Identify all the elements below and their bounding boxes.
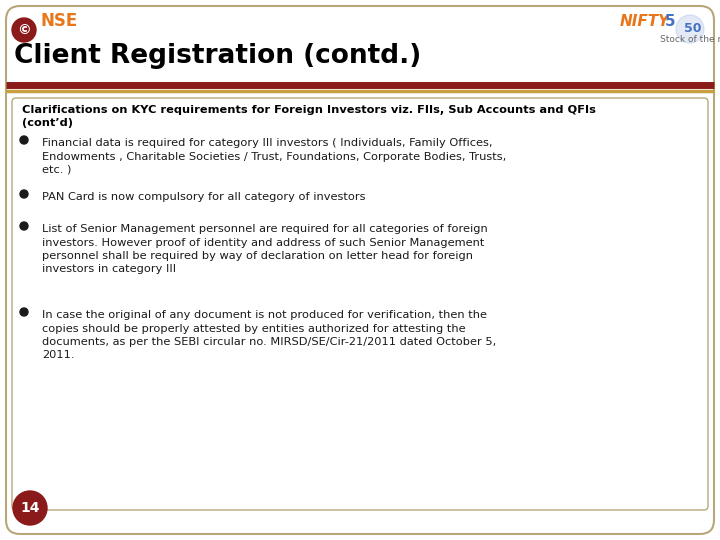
Text: Stock of the nation: Stock of the nation [660, 36, 720, 44]
Text: Client Registration (contd.): Client Registration (contd.) [14, 43, 421, 69]
Text: investors. However proof of identity and address of such Senior Management: investors. However proof of identity and… [42, 238, 485, 247]
Circle shape [676, 15, 704, 43]
FancyBboxPatch shape [6, 6, 714, 534]
Circle shape [13, 491, 47, 525]
Text: In case the original of any document is not produced for verification, then the: In case the original of any document is … [42, 310, 487, 320]
Circle shape [20, 308, 28, 316]
Text: documents, as per the SEBI circular no. MIRSD/SE/Cir-21/2011 dated October 5,: documents, as per the SEBI circular no. … [42, 337, 496, 347]
Circle shape [20, 136, 28, 144]
Circle shape [12, 18, 36, 42]
Text: (cont’d): (cont’d) [22, 118, 73, 128]
Text: NSE: NSE [40, 12, 77, 30]
Text: etc. ): etc. ) [42, 165, 71, 175]
Text: Clarifications on KYC requirements for Foreign Investors viz. FIIs, Sub Accounts: Clarifications on KYC requirements for F… [22, 105, 596, 115]
Circle shape [20, 222, 28, 230]
Text: List of Senior Management personnel are required for all categories of foreign: List of Senior Management personnel are … [42, 224, 487, 234]
Text: 2011.: 2011. [42, 350, 74, 361]
Text: Endowments , Charitable Societies / Trust, Foundations, Corporate Bodies, Trusts: Endowments , Charitable Societies / Trus… [42, 152, 506, 161]
Text: personnel shall be required by way of declaration on letter head for foreign: personnel shall be required by way of de… [42, 251, 473, 261]
Text: 5: 5 [665, 14, 675, 29]
Text: investors in category III: investors in category III [42, 265, 176, 274]
Text: PAN Card is now compulsory for all category of investors: PAN Card is now compulsory for all categ… [42, 192, 366, 202]
Text: 50: 50 [684, 23, 702, 36]
FancyBboxPatch shape [12, 98, 708, 510]
Text: Financial data is required for category III investors ( Individuals, Family Offi: Financial data is required for category … [42, 138, 492, 148]
Text: 14: 14 [20, 501, 40, 515]
Text: NIFTY: NIFTY [620, 14, 670, 29]
Text: copies should be properly attested by entities authorized for attesting the: copies should be properly attested by en… [42, 323, 466, 334]
Text: ©: © [17, 23, 31, 37]
Circle shape [20, 190, 28, 198]
